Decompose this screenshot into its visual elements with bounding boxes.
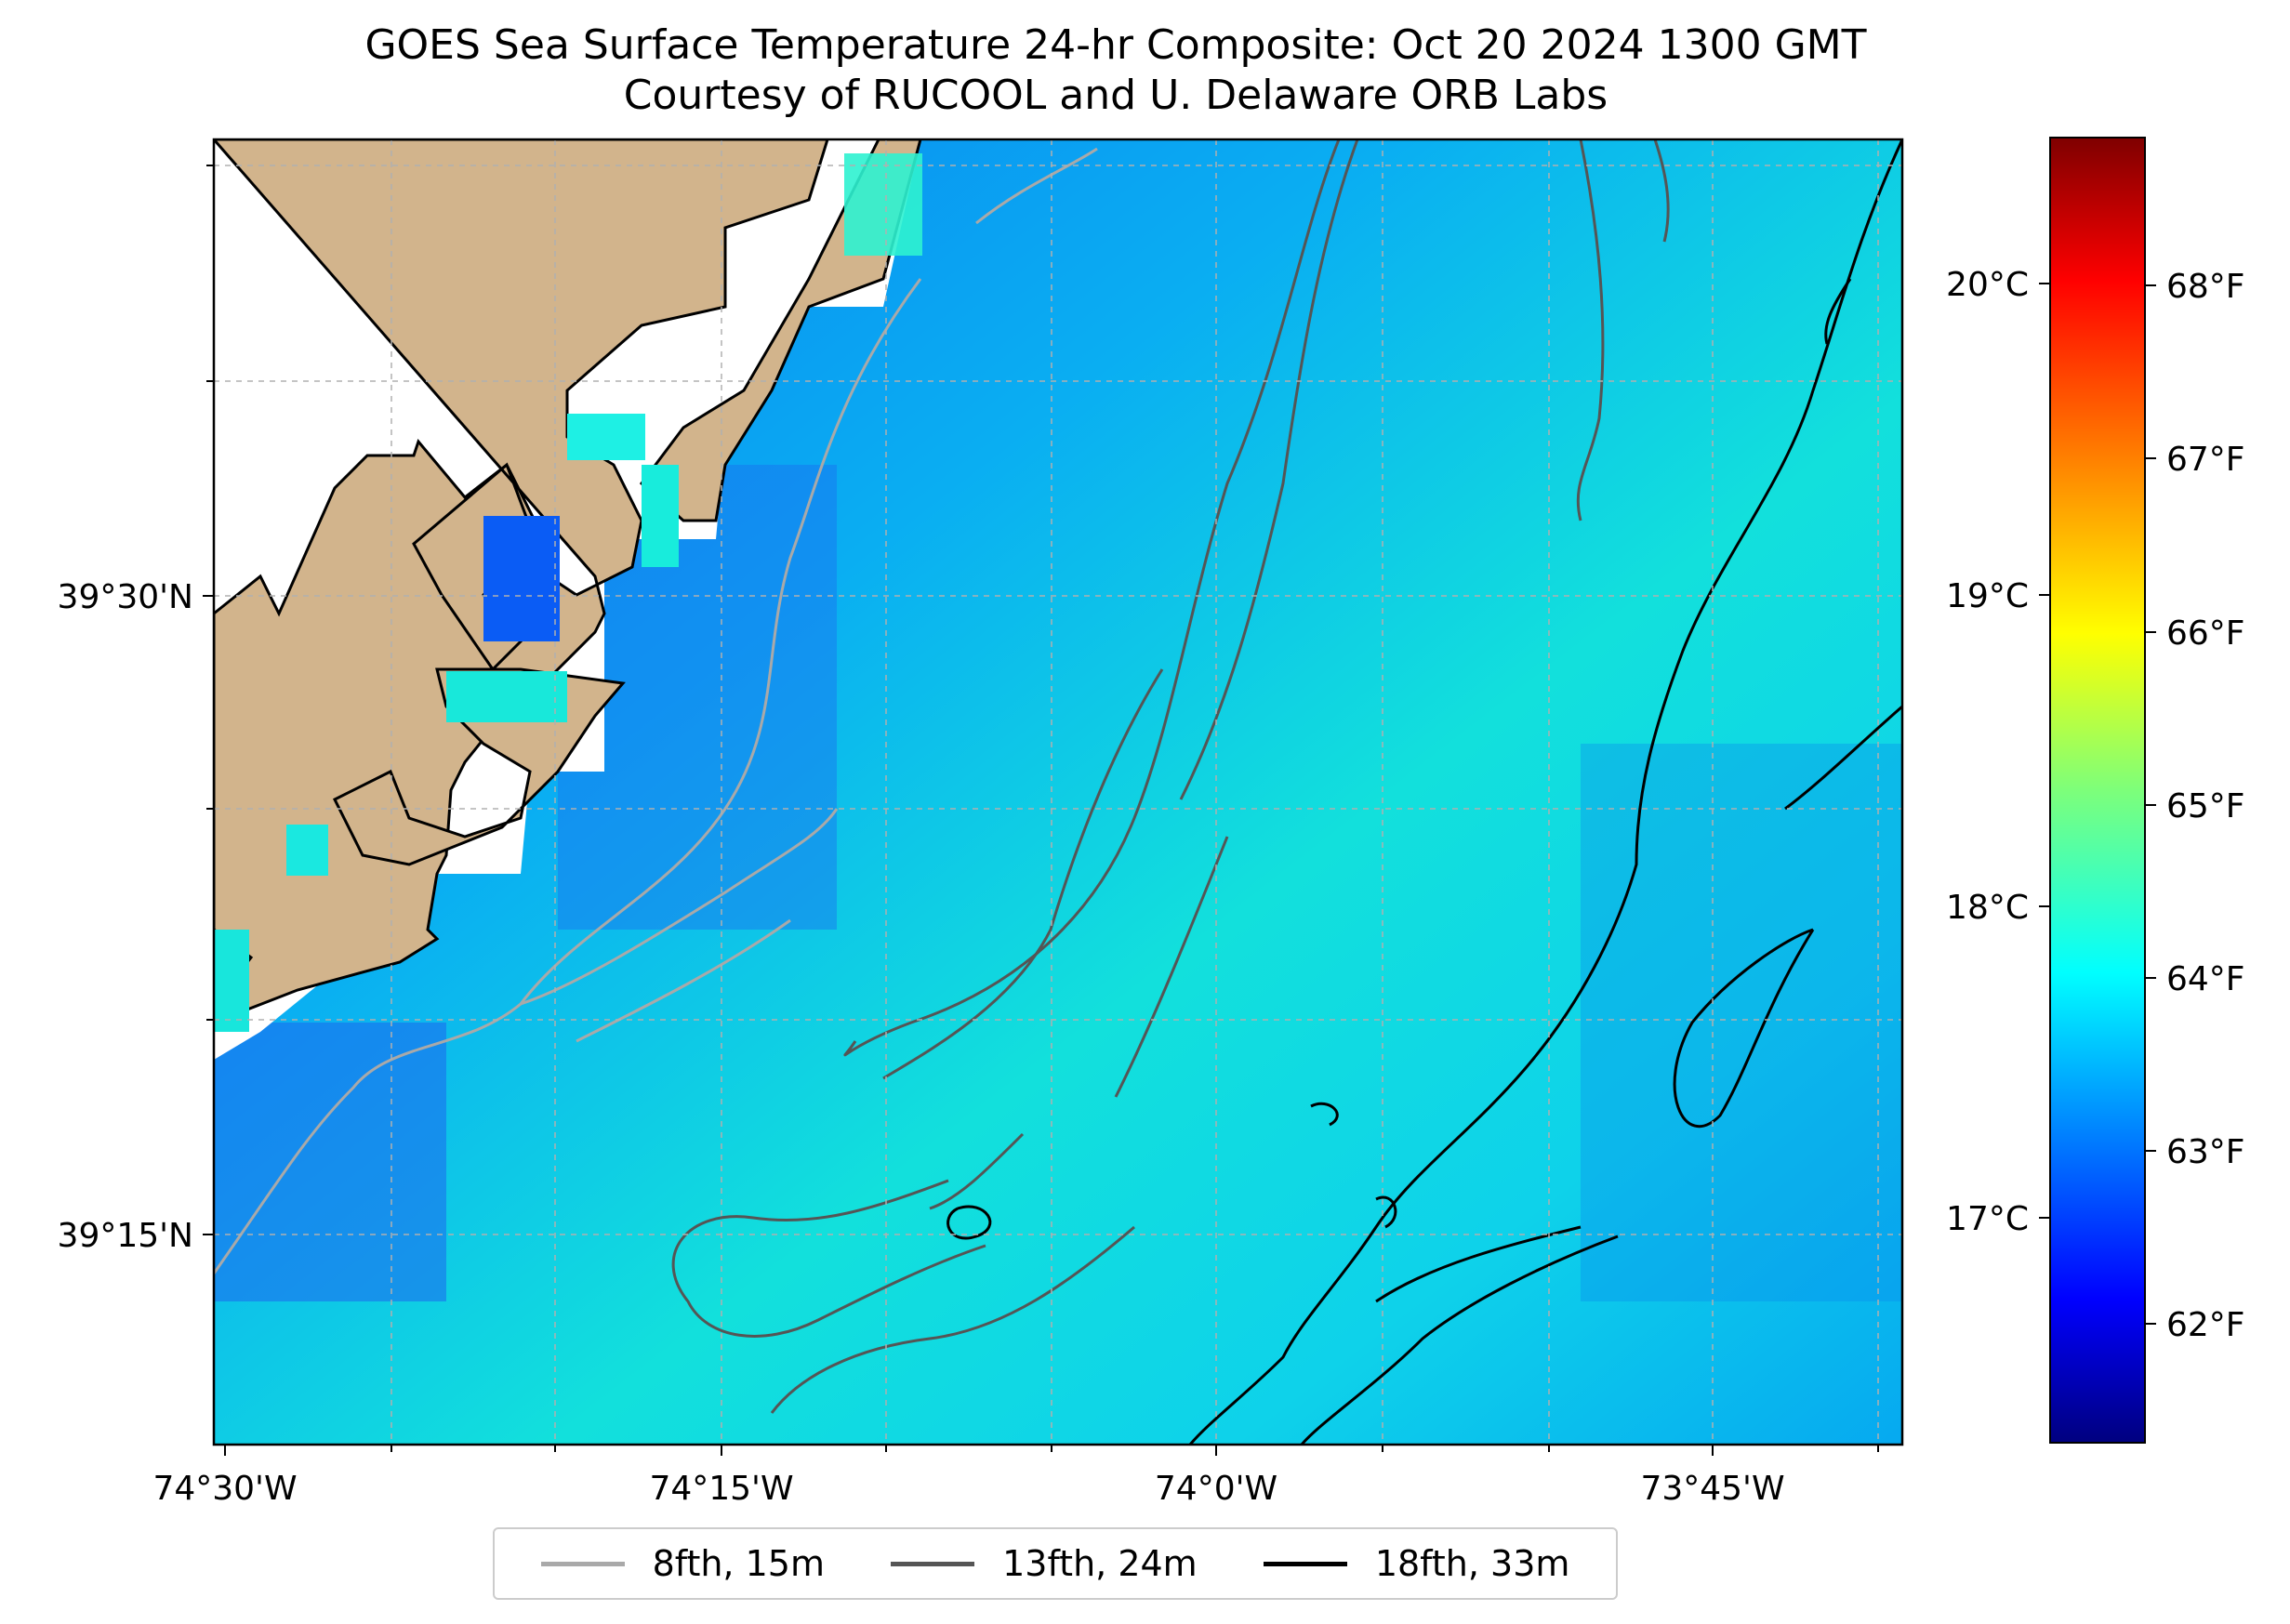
y-tick-label: 39°30'N: [58, 578, 193, 616]
sst-pixel: [844, 153, 922, 256]
colorbar-fahrenheit-label: 67°F: [2166, 441, 2245, 479]
legend-label: 13fth, 24m: [1002, 1543, 1198, 1584]
colorbar-fahrenheit-label: 64°F: [2166, 960, 2245, 998]
y-tick-label: 39°15'N: [58, 1217, 193, 1255]
legend-entry-8fth: 8fth, 15m: [540, 1543, 825, 1584]
title-line-2: Courtesy of RUCOOL and U. Delaware ORB L…: [623, 72, 1608, 119]
title-line-1: GOES Sea Surface Temperature 24-hr Compo…: [364, 21, 1867, 69]
legend-line-swatch: [891, 1561, 975, 1566]
x-tick-label: 73°45'W: [1640, 1470, 1784, 1508]
isobath-18fth: [946, 139, 1902, 1445]
colorbar-celsius-label: 19°C: [1946, 577, 2029, 615]
x-tick-label: 74°0'W: [1155, 1470, 1277, 1508]
sst-pixel: [446, 671, 567, 722]
colorbar-fahrenheit-label: 63°F: [2166, 1133, 2245, 1171]
legend-line-swatch: [540, 1561, 625, 1566]
colorbar-ticks: [2039, 283, 2156, 1325]
plot-frame: [212, 138, 1904, 1446]
colorbar-celsius-label: 18°C: [1946, 889, 2029, 927]
x-tick-label: 74°15'W: [649, 1470, 793, 1508]
isobath-13fth: [671, 139, 1670, 1414]
colorbar-fahrenheit-label: 68°F: [2166, 268, 2245, 306]
sst-cold-east: [1581, 744, 1902, 1301]
colorbar-celsius-label: 17°C: [1946, 1200, 2029, 1238]
sst-pixel: [214, 930, 249, 1032]
colorbar: [2049, 137, 2146, 1444]
isobath-8fth: [214, 147, 1098, 1274]
sst-pixel: [483, 516, 560, 641]
legend-entry-13fth: 13fth, 24m: [891, 1543, 1198, 1584]
sst-pixel: [642, 465, 679, 567]
chart-title: GOES Sea Surface Temperature 24-hr Compo…: [0, 20, 2231, 121]
legend-label: 8fth, 15m: [652, 1543, 825, 1584]
sst-pixel: [286, 825, 328, 876]
colorbar-fahrenheit-label: 65°F: [2166, 787, 2245, 825]
legend-entry-18fth: 18fth, 33m: [1263, 1543, 1570, 1584]
legend-line-swatch: [1263, 1561, 1347, 1566]
gridlines: [214, 139, 1902, 1445]
colorbar-celsius-label: 20°C: [1946, 266, 2029, 304]
colorbar-fahrenheit-label: 66°F: [2166, 614, 2245, 653]
sst-pixel: [567, 414, 645, 460]
x-tick-label: 74°30'W: [152, 1470, 297, 1508]
tick-marks: [203, 165, 1879, 1456]
sst-cold-west: [214, 1023, 446, 1301]
legend: 8fth, 15m 13fth, 24m 18fth, 33m: [493, 1527, 1618, 1600]
colorbar-fahrenheit-label: 62°F: [2166, 1306, 2245, 1344]
legend-label: 18fth, 33m: [1374, 1543, 1570, 1584]
